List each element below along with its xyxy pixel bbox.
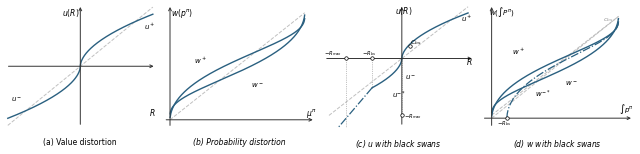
Text: (c) $u$ with black swans: (c) $u$ with black swans: [355, 138, 442, 150]
Text: $c_{bs}$: $c_{bs}$: [604, 16, 614, 24]
Text: $R$: $R$: [148, 107, 155, 118]
Text: $C_{bs}$: $C_{bs}$: [410, 38, 421, 47]
Text: (a) Value distortion: (a) Value distortion: [44, 138, 117, 147]
Text: $u^-$: $u^-$: [12, 95, 22, 104]
Text: $-R_{bs}$: $-R_{bs}$: [362, 49, 376, 58]
Text: $w^-$: $w^-$: [251, 81, 264, 90]
Text: $w(\int P^\pi)$: $w(\int P^\pi)$: [489, 5, 515, 19]
Text: $\int p^\pi$: $\int p^\pi$: [619, 102, 634, 116]
Text: $w^{-*}$: $w^{-*}$: [535, 89, 550, 100]
Text: $u^{-*}$: $u^{-*}$: [392, 90, 406, 101]
Text: (b) Probability distortion: (b) Probability distortion: [193, 138, 285, 147]
Text: $u^+$: $u^+$: [144, 21, 156, 32]
Text: $-R_{max}$: $-R_{max}$: [324, 49, 342, 58]
Text: $u(R)$: $u(R)$: [396, 5, 413, 17]
Text: $-R_{bs}$: $-R_{bs}$: [497, 119, 511, 128]
Text: $u(R)$: $u(R)$: [62, 7, 79, 19]
Text: $w(p^\pi)$: $w(p^\pi)$: [171, 7, 193, 20]
Text: $w^+$: $w^+$: [195, 56, 207, 66]
Text: (d) $w$ with black swans: (d) $w$ with black swans: [513, 138, 602, 150]
Text: $w^+$: $w^+$: [512, 47, 525, 57]
Text: $u^-$: $u^-$: [405, 73, 417, 82]
Text: $R$: $R$: [465, 56, 472, 67]
Text: $\mu^\pi$: $\mu^\pi$: [306, 107, 316, 120]
Text: $w^-$: $w^-$: [565, 79, 578, 88]
Text: $u^+$: $u^+$: [461, 14, 473, 24]
Text: $-R_{max}$: $-R_{max}$: [404, 112, 422, 121]
